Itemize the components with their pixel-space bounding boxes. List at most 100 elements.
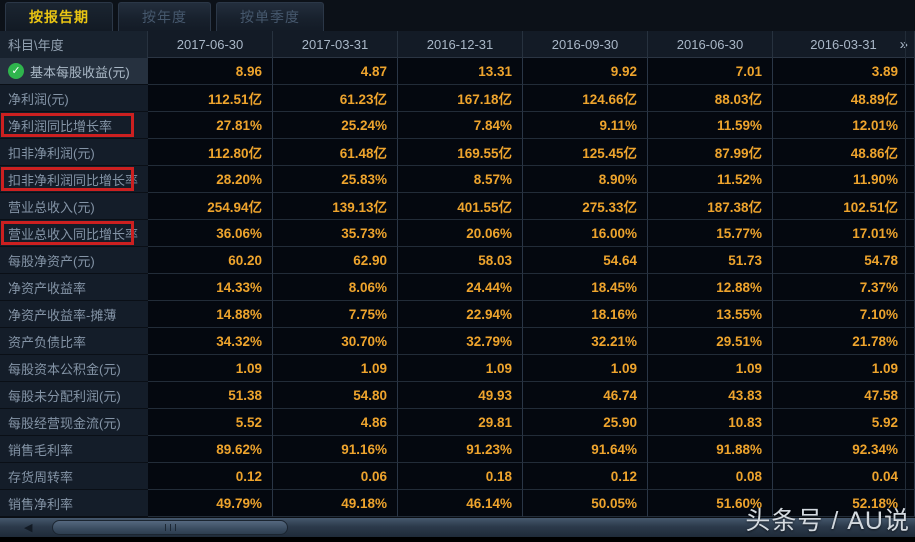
check-icon: ✓ <box>8 63 24 79</box>
value-cell: 169.55亿 <box>398 139 523 166</box>
value-cell: 4.87 <box>273 58 398 85</box>
row-label[interactable]: ✓ 销售毛利率 <box>0 436 148 463</box>
value-cell: 8.06% <box>273 274 398 301</box>
table-row: ✓ 营业总收入(元) 254.94亿139.13亿401.55亿275.33亿1… <box>0 193 915 220</box>
table-row: ✓ 扣非净利润(元) 112.80亿61.48亿169.55亿125.45亿87… <box>0 139 915 166</box>
value-cell: 401.55亿 <box>398 193 523 220</box>
row-label[interactable]: ✓ 营业总收入(元) <box>0 193 148 220</box>
value-cell: 0.12 <box>148 463 273 490</box>
row-label-text: 销售净利率 <box>8 496 74 512</box>
value-cell: 49.18% <box>273 490 398 517</box>
row-label[interactable]: ✓ 净资产收益率 <box>0 274 148 301</box>
row-label[interactable]: ✓ 净资产收益率-摊薄 <box>0 301 148 328</box>
tab-by-year[interactable]: 按年度 <box>118 2 211 31</box>
row-label[interactable]: ✓ 净利润(元) <box>0 85 148 112</box>
row-label-text: 扣非净利润(元) <box>8 145 95 161</box>
value-cell: 32.21% <box>523 328 648 355</box>
row-label[interactable]: ✓ 扣非净利润同比增长率 <box>0 166 148 193</box>
financial-indicators-table: 科目\年度 2017-06-30 2017-03-31 2016-12-31 2… <box>0 31 915 517</box>
row-label[interactable]: ✓ 销售净利率 <box>0 490 148 517</box>
value-cell: 0.12 <box>523 463 648 490</box>
value-cell: 10.83 <box>648 409 773 436</box>
scroll-left-arrow-icon[interactable]: ◀ <box>24 522 33 534</box>
horizontal-scrollbar[interactable]: ◀ <box>0 517 915 537</box>
table-row: ✓ 营业总收入同比增长率 36.06%35.73%20.06%16.00%15.… <box>0 220 915 247</box>
value-cell: 91.88% <box>648 436 773 463</box>
value-cell: 9.11% <box>523 112 648 139</box>
value-cell: 18.45% <box>523 274 648 301</box>
scrollbar-thumb[interactable] <box>52 520 288 535</box>
row-label-text: 销售毛利率 <box>8 442 74 458</box>
value-cell: 12.01% <box>773 112 915 139</box>
row-label[interactable]: ✓ 净利润同比增长率 <box>0 112 148 139</box>
value-cell: 91.23% <box>398 436 523 463</box>
value-cell: 187.38亿 <box>648 193 773 220</box>
row-label-text: 存货周转率 <box>8 469 74 485</box>
row-label[interactable]: ✓ 存货周转率 <box>0 463 148 490</box>
row-label[interactable]: ✓ 每股净资产(元) <box>0 247 148 274</box>
row-label[interactable]: ✓ 扣非净利润(元) <box>0 139 148 166</box>
row-label[interactable]: ✓ 基本每股收益(元) <box>0 58 148 85</box>
value-cell: 48.86亿 <box>773 139 915 166</box>
row-label[interactable]: ✓ 资产负债比率 <box>0 328 148 355</box>
value-cell: 25.24% <box>273 112 398 139</box>
value-cell: 51.38 <box>148 382 273 409</box>
value-cell: 139.13亿 <box>273 193 398 220</box>
value-cell: 32.79% <box>398 328 523 355</box>
value-cell: 62.90 <box>273 247 398 274</box>
value-cell: 49.93 <box>398 382 523 409</box>
row-label-text: 营业总收入同比增长率 <box>8 226 139 242</box>
value-cell: 1.09 <box>648 355 773 382</box>
value-cell: 4.86 <box>273 409 398 436</box>
tab-by-quarter[interactable]: 按单季度 <box>216 2 324 31</box>
value-cell: 47.58 <box>773 382 915 409</box>
value-cell: 43.83 <box>648 382 773 409</box>
table-row: ✓ 扣非净利润同比增长率 28.20%25.83%8.57%8.90%11.52… <box>0 166 915 193</box>
value-cell: 124.66亿 <box>523 85 648 112</box>
column-header-label: 2016-03-31 <box>810 37 877 52</box>
table-row: ✓ 每股未分配利润(元) 51.3854.8049.9346.7443.8347… <box>0 382 915 409</box>
value-cell: 29.51% <box>648 328 773 355</box>
value-cell: 275.33亿 <box>523 193 648 220</box>
table-row: ✓ 净资产收益率 14.33%8.06%24.44%18.45%12.88%7.… <box>0 274 915 301</box>
value-cell: 0.08 <box>648 463 773 490</box>
value-cell: 48.89亿 <box>773 85 915 112</box>
value-cell: 112.51亿 <box>148 85 273 112</box>
column-header: 2016-12-31 <box>398 31 523 58</box>
value-cell: 92.34% <box>773 436 915 463</box>
bottom-strip <box>0 537 915 542</box>
row-label-text: 营业总收入(元) <box>8 199 95 215</box>
period-tabbar: 按报告期 按年度 按单季度 <box>0 0 915 31</box>
more-columns-icon[interactable]: » <box>899 36 908 53</box>
table-row: ✓ 存货周转率 0.120.060.180.120.080.04 <box>0 463 915 490</box>
value-cell: 54.78 <box>773 247 915 274</box>
value-cell: 8.96 <box>148 58 273 85</box>
row-label[interactable]: ✓ 每股资本公积金(元) <box>0 355 148 382</box>
table-row: ✓ 每股净资产(元) 60.2062.9058.0354.6451.7354.7… <box>0 247 915 274</box>
column-header: 2016-09-30 <box>523 31 648 58</box>
row-label[interactable]: ✓ 营业总收入同比增长率 <box>0 220 148 247</box>
value-cell: 25.90 <box>523 409 648 436</box>
value-cell: 13.55% <box>648 301 773 328</box>
row-label[interactable]: ✓ 每股未分配利润(元) <box>0 382 148 409</box>
table-header-row: 科目\年度 2017-06-30 2017-03-31 2016-12-31 2… <box>0 31 915 58</box>
tab-by-report-period[interactable]: 按报告期 <box>5 2 113 31</box>
table-row: ✓ 资产负债比率 34.32%30.70%32.79%32.21%29.51%2… <box>0 328 915 355</box>
row-label-text: 每股净资产(元) <box>8 253 95 269</box>
table-row: ✓ 销售毛利率 89.62%91.16%91.23%91.64%91.88%92… <box>0 436 915 463</box>
table-row: ✓ 净利润同比增长率 27.81%25.24%7.84%9.11%11.59%1… <box>0 112 915 139</box>
value-cell: 11.52% <box>648 166 773 193</box>
value-cell: 49.79% <box>148 490 273 517</box>
row-label[interactable]: ✓ 每股经营现金流(元) <box>0 409 148 436</box>
value-cell: 254.94亿 <box>148 193 273 220</box>
value-cell: 34.32% <box>148 328 273 355</box>
value-cell: 51.60% <box>648 490 773 517</box>
value-cell: 9.92 <box>523 58 648 85</box>
value-cell: 1.09 <box>523 355 648 382</box>
value-cell: 112.80亿 <box>148 139 273 166</box>
column-header: 2016-06-30 <box>648 31 773 58</box>
row-label-text: 净资产收益率-摊薄 <box>8 307 117 323</box>
value-cell: 25.83% <box>273 166 398 193</box>
row-label-text: 净利润(元) <box>8 91 69 107</box>
table-row: ✓ 销售净利率 49.79%49.18%46.14%50.05%51.60%52… <box>0 490 915 517</box>
